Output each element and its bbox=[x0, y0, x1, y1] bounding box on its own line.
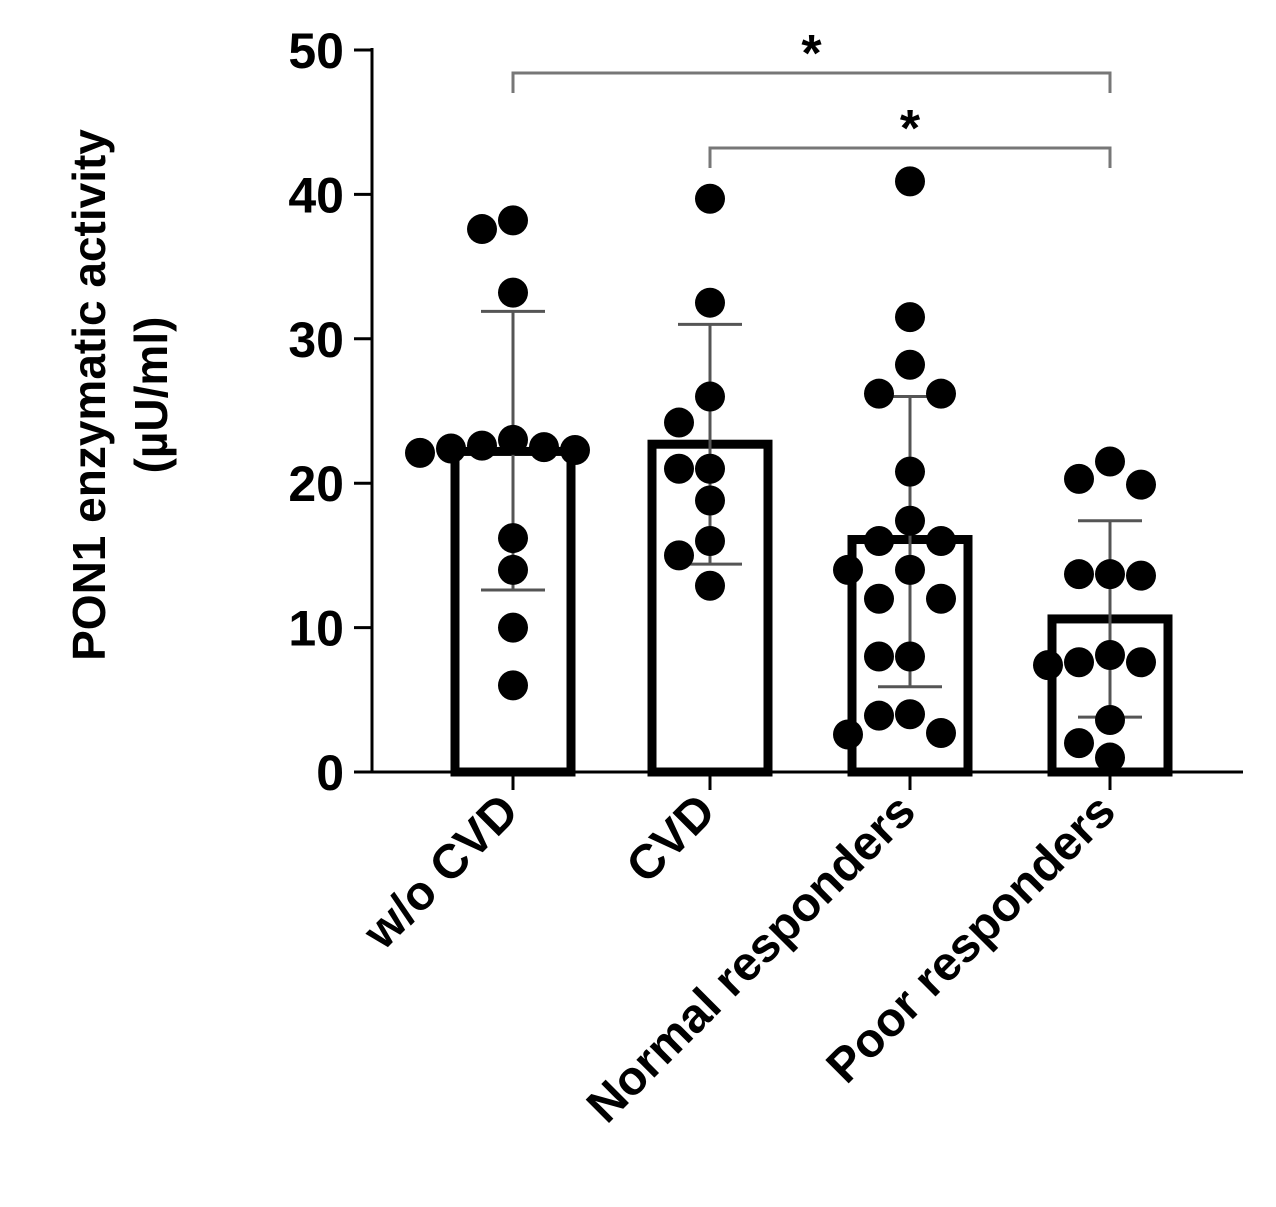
data-point bbox=[895, 166, 925, 197]
data-point bbox=[695, 381, 725, 412]
y-tick-label: 50 bbox=[288, 23, 344, 79]
data-point bbox=[498, 205, 528, 236]
data-point bbox=[864, 525, 894, 556]
data-point bbox=[1095, 559, 1125, 590]
data-point bbox=[695, 453, 725, 484]
x-category-label: w/o CVD bbox=[353, 784, 529, 960]
data-point bbox=[895, 505, 925, 536]
data-point bbox=[1064, 728, 1094, 759]
data-point bbox=[1064, 647, 1094, 678]
y-tick-label: 40 bbox=[288, 167, 344, 223]
data-point bbox=[895, 349, 925, 380]
data-point bbox=[695, 485, 725, 516]
data-point bbox=[895, 641, 925, 672]
data-point bbox=[864, 641, 894, 672]
data-point bbox=[695, 287, 725, 318]
data-point bbox=[498, 554, 528, 585]
significance-star: * bbox=[801, 25, 822, 83]
data-point bbox=[1095, 742, 1125, 773]
data-point bbox=[560, 434, 590, 465]
data-point bbox=[529, 432, 559, 463]
data-point bbox=[833, 719, 863, 750]
data-point bbox=[695, 525, 725, 556]
data-point bbox=[926, 525, 956, 556]
data-point bbox=[1126, 469, 1156, 500]
data-point bbox=[833, 554, 863, 585]
x-category-label: Normal responders bbox=[577, 784, 926, 1133]
data-point bbox=[695, 570, 725, 601]
x-category-label: CVD bbox=[617, 784, 726, 893]
data-point bbox=[1033, 650, 1063, 681]
y-tick-label: 0 bbox=[316, 745, 344, 801]
data-point bbox=[1095, 640, 1125, 671]
significance-star: * bbox=[900, 100, 921, 158]
data-point bbox=[498, 277, 528, 308]
data-point bbox=[926, 583, 956, 614]
y-axis-label: PON1 enzymatic activity (µU/ml) bbox=[63, 129, 177, 661]
bars bbox=[450, 439, 1173, 777]
data-point bbox=[926, 718, 956, 749]
data-point bbox=[467, 214, 497, 245]
data-point bbox=[895, 456, 925, 487]
data-point bbox=[864, 378, 894, 409]
data-point bbox=[1064, 559, 1094, 590]
data-point bbox=[664, 407, 694, 438]
data-point bbox=[664, 453, 694, 484]
data-point bbox=[695, 183, 725, 214]
y-tick-label: 20 bbox=[288, 456, 344, 512]
y-axis-label-line-1: PON1 enzymatic activity bbox=[63, 129, 115, 661]
data-point bbox=[895, 302, 925, 333]
data-point bbox=[926, 378, 956, 409]
data-points bbox=[405, 166, 1156, 773]
y-tick-label: 30 bbox=[288, 312, 344, 368]
data-point bbox=[1064, 463, 1094, 494]
data-point bbox=[498, 523, 528, 554]
data-point bbox=[1095, 446, 1125, 477]
data-point bbox=[1095, 705, 1125, 736]
significance-brackets: ** bbox=[511, 25, 1112, 168]
significance-bracket bbox=[511, 71, 1112, 93]
data-point bbox=[1126, 560, 1156, 591]
data-point bbox=[498, 670, 528, 701]
y-tick-label: 10 bbox=[288, 601, 344, 657]
significance-bracket bbox=[708, 146, 1112, 168]
data-point bbox=[467, 430, 497, 461]
y-axis-label-line-2: (µU/ml) bbox=[125, 317, 177, 474]
data-point bbox=[498, 612, 528, 643]
data-point bbox=[895, 699, 925, 730]
data-point bbox=[864, 700, 894, 731]
data-point bbox=[436, 433, 466, 464]
data-point bbox=[895, 554, 925, 585]
data-point bbox=[664, 540, 694, 571]
data-point bbox=[864, 583, 894, 614]
data-point bbox=[498, 424, 528, 455]
data-point bbox=[1126, 647, 1156, 678]
data-point bbox=[405, 437, 435, 468]
